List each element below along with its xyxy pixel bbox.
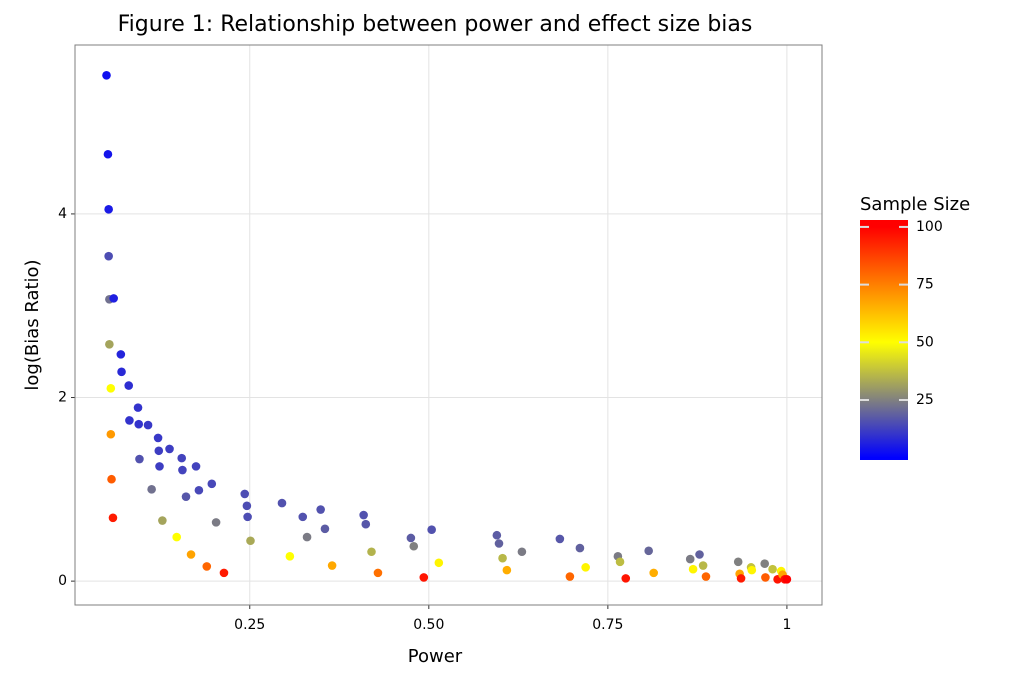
point [517,547,527,557]
point [277,498,287,508]
point [555,534,565,544]
point [125,416,134,425]
point [107,474,116,484]
point [359,510,368,520]
point [327,561,337,570]
point [733,557,743,567]
point [104,251,113,261]
point [106,384,116,393]
point [581,563,590,572]
point [155,462,164,471]
point [492,530,502,540]
point [172,532,182,542]
point [565,572,575,581]
point [688,564,698,574]
point [502,565,512,575]
point [108,513,118,523]
point [621,574,631,583]
point [105,339,114,349]
point [109,294,118,303]
y-tick-label: 0 [58,573,67,589]
point [243,512,252,522]
point [575,543,585,553]
point [701,572,711,581]
point [373,568,383,578]
point [117,367,126,377]
point [698,561,708,570]
point [695,550,704,559]
chart-title: Figure 1: Relationship between power and… [118,12,753,37]
point [494,539,504,548]
plot-background [75,45,822,605]
colorbar [860,220,908,460]
point [124,381,134,390]
point [154,446,164,456]
point [367,547,376,557]
point [302,532,312,542]
point [615,557,625,567]
point [649,568,658,578]
point [178,465,187,475]
point [747,565,757,575]
colorbar-tick-label: 25 [916,392,934,408]
point [498,553,507,563]
x-axis-label: Power [408,646,463,667]
y-axis-label: log(Bias Ratio) [22,259,43,390]
point [427,525,436,535]
colorbar-tick-label: 100 [916,219,943,235]
point [106,429,116,439]
point [207,479,217,489]
point [181,492,191,501]
point [246,536,255,546]
point [134,419,144,429]
colorbar-title: Sample Size [860,194,970,215]
point [103,149,113,159]
point [177,453,187,463]
point [685,554,695,564]
point [316,505,325,514]
point [135,454,144,464]
point [158,516,167,525]
y-tick-label: 2 [58,390,67,406]
point [202,562,212,571]
point [761,573,770,582]
point [419,573,429,582]
point [186,550,196,559]
x-tick-label: 0.50 [413,617,444,633]
point [242,501,252,511]
point [104,205,113,214]
point [191,462,201,471]
point [320,524,330,534]
point [409,541,419,551]
point [434,558,444,568]
point [240,489,250,499]
point [782,574,792,584]
point [165,444,174,454]
point [298,512,308,522]
point [143,420,153,430]
colorbar-tick-label: 75 [916,277,934,293]
point [116,350,126,359]
point [768,564,777,574]
x-tick-label: 0.75 [592,617,623,633]
point [736,574,746,583]
point [406,533,416,543]
point [194,485,204,495]
point [211,518,221,527]
point [285,552,295,561]
point [219,568,229,578]
x-tick-label: 1 [782,617,791,633]
point [644,546,653,556]
plot-border [74,44,823,606]
point [760,559,770,568]
x-tick-label: 0.25 [234,617,265,633]
point [133,403,143,412]
point [147,485,156,494]
point [102,70,111,80]
point [361,519,371,529]
point [153,433,163,443]
colorbar-tick-label: 50 [916,334,934,350]
y-tick-label: 4 [58,206,67,222]
